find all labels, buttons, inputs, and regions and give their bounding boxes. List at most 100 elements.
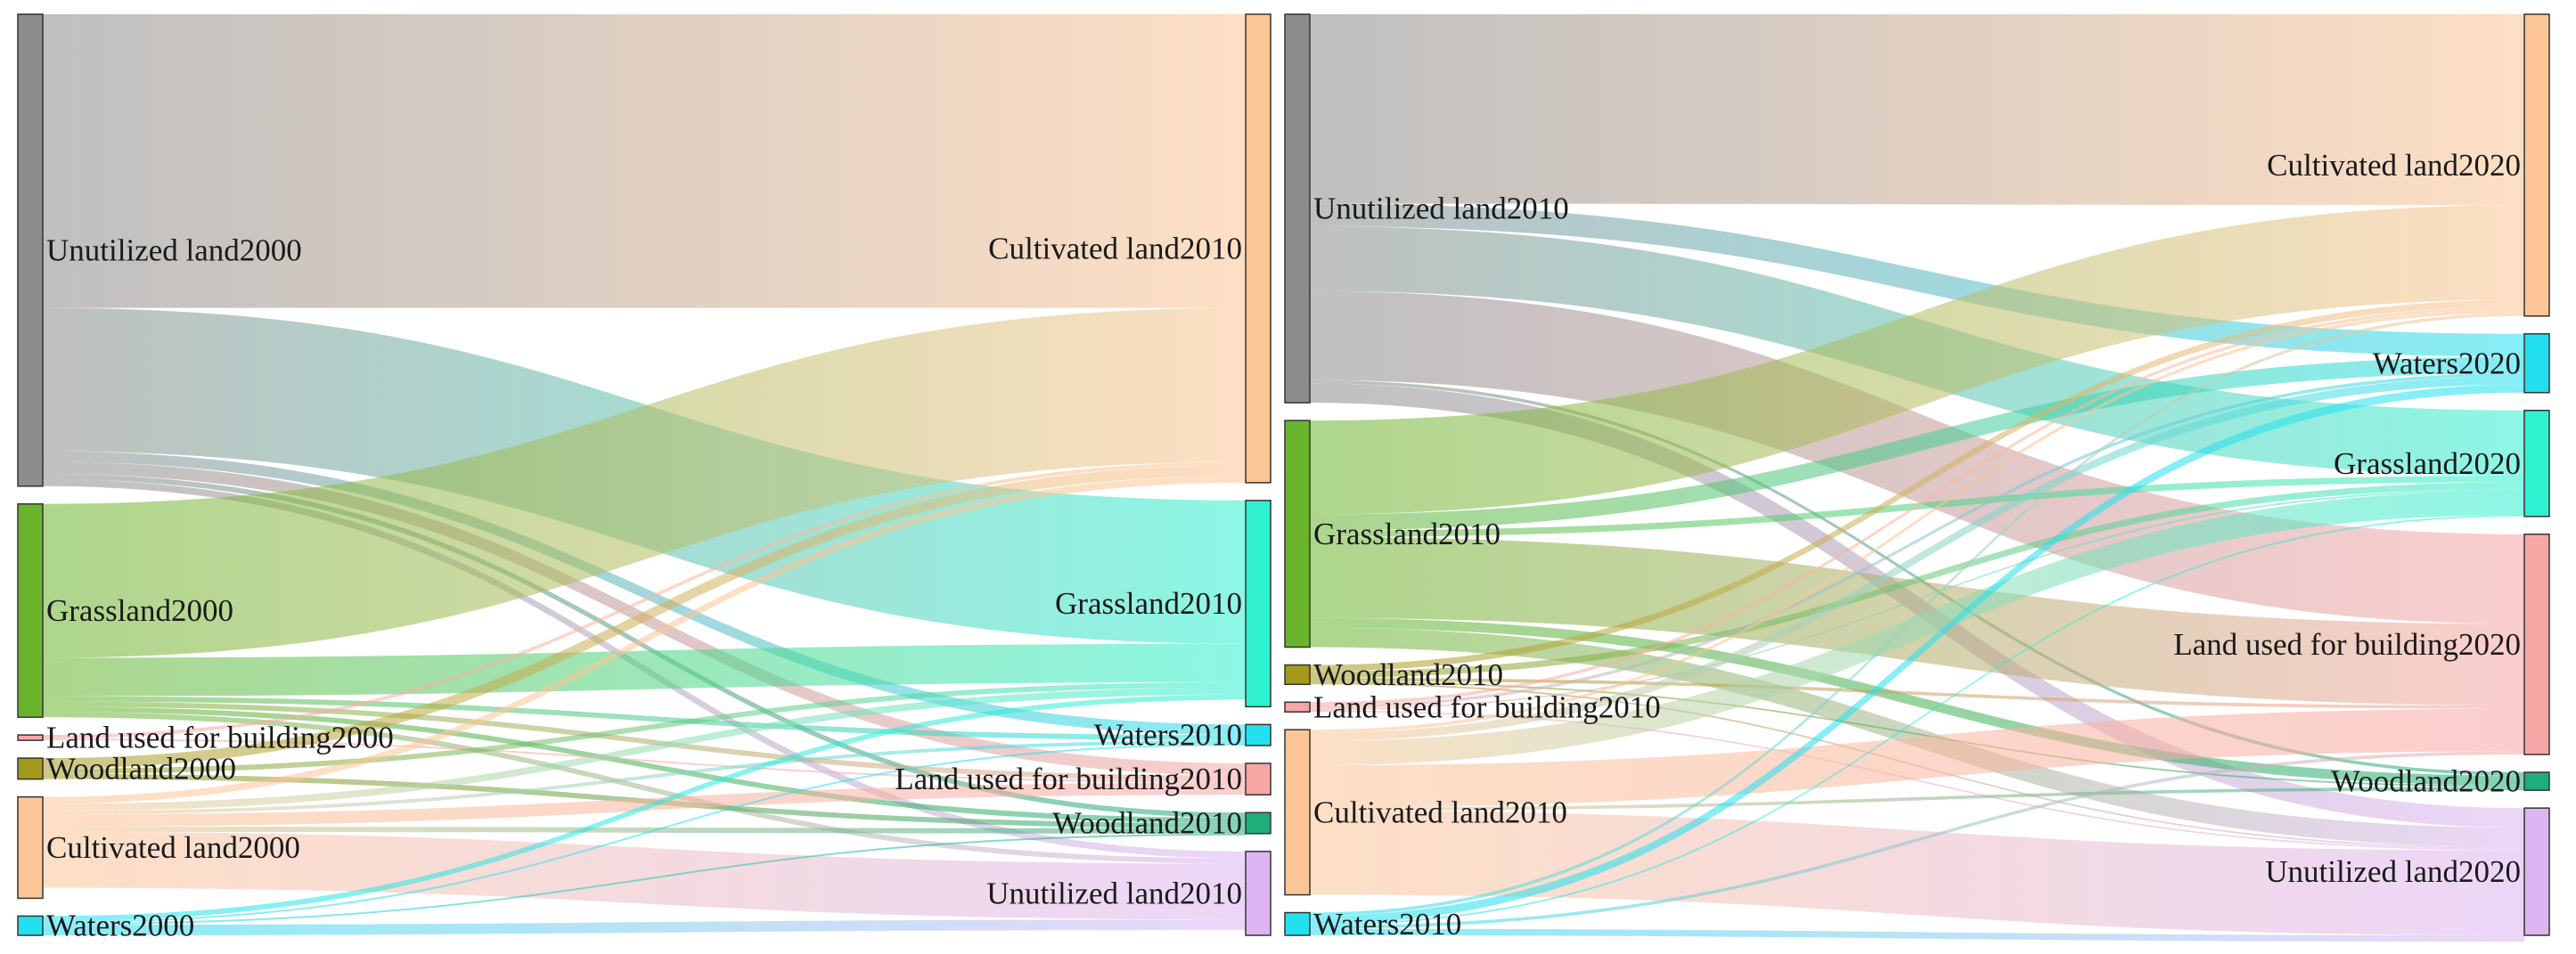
nodes-layer (17, 13, 2550, 936)
node-label-woodland2010: Woodland2010 (1313, 657, 1503, 692)
flow-woodland2010-to-woodland2020 (1310, 681, 2524, 787)
node-label-land-used-for-building2020: Land used for building2020 (2173, 627, 2521, 662)
node-woodland2010 (1284, 664, 1311, 686)
node-cultivated-land2020 (2523, 13, 2550, 317)
flow-waters2010-to-waters2020 (1310, 384, 2524, 925)
flow-unutilized-land2010-to-cultivated-land2020 (1310, 14, 2524, 206)
node-label-grassland2020: Grassland2020 (2334, 446, 2521, 481)
node-cultivated-land2000 (17, 795, 44, 900)
node-waters2000 (17, 915, 44, 936)
node-cultivated-land2010 (1284, 729, 1311, 896)
flow-grassland2000-to-cultivated-land2010 (43, 307, 1246, 658)
node-land-used-for-building2010 (1245, 762, 1272, 796)
flow-waters2000-to-unutilized-land2010 (43, 919, 1246, 935)
node-label-grassland2000: Grassland2000 (46, 593, 233, 628)
flow-cultivated-land2010-to-woodland2020 (1310, 787, 2524, 811)
node-label-land-used-for-building2000: Land used for building2000 (46, 721, 394, 755)
node-label-grassland2010: Grassland2010 (1313, 517, 1501, 551)
node-label-unutilized-land2010: Unutilized land2010 (986, 876, 1242, 910)
flow-unutilized-land2000-to-cultivated-land2010 (43, 14, 1246, 308)
flow-waters2000-to-woodland2010 (43, 833, 1246, 925)
node-woodland2000 (17, 757, 44, 780)
flow-grassland2010-to-cultivated-land2020 (1310, 205, 2524, 515)
node-unutilized-land2000 (17, 13, 44, 487)
flow-cultivated-land2000-to-cultivated-land2010 (43, 476, 1246, 804)
node-label-cultivated-land2000: Cultivated land2000 (46, 830, 300, 865)
node-label-woodland2020: Woodland2020 (2331, 764, 2521, 799)
flow-unutilized-land2000-to-waters2010 (43, 451, 1246, 736)
node-land-used-for-building2010 (1284, 701, 1311, 713)
flow-grassland2000-to-grassland2010 (43, 643, 1246, 697)
flow-unutilized-land2010-to-waters2020 (1310, 203, 2524, 357)
node-label-unutilized-land2010: Unutilized land2010 (1313, 192, 1569, 226)
node-label-waters2000: Waters2000 (46, 909, 194, 943)
flow-waters2010-to-unutilized-land2020 (1310, 928, 2524, 942)
node-waters2020 (2523, 333, 2550, 394)
flow-grassland2010-to-woodland2020 (1310, 617, 2524, 786)
flow-cultivated-land2010-to-unutilized-land2020 (1310, 811, 2524, 935)
node-label-land-used-for-building2010: Land used for building2010 (895, 762, 1242, 796)
flow-woodland2000-to-grassland2010 (43, 681, 1246, 774)
flow-cultivated-land2010-to-land-used-for-building2020 (1310, 708, 2524, 808)
flow-waters2000-to-grassland2010 (43, 694, 1246, 922)
flow-woodland2010-to-grassland2020 (1310, 482, 2524, 679)
node-unutilized-land2020 (2523, 807, 2550, 936)
flow-land-used-for-building2010-to-cultivated-land2020 (1310, 306, 2524, 705)
flow-woodland2010-to-land-used-for-building2020 (1310, 678, 2524, 709)
node-unutilized-land2010 (1245, 851, 1272, 936)
node-unutilized-land2010 (1284, 13, 1311, 404)
labels-layer: Unutilized land2000 Grassland2000 Land use… (46, 148, 2521, 943)
node-waters2010 (1284, 911, 1311, 936)
node-label-woodland2000: Woodland2000 (46, 751, 236, 786)
node-label-unutilized-land2020: Unutilized land2020 (2265, 854, 2521, 889)
flow-grassland2000-to-waters2010 (43, 696, 1246, 741)
flow-waters2000-to-waters2010 (43, 743, 1246, 924)
flow-cultivated-land2000-to-land-used-for-building2010 (43, 782, 1246, 827)
flow-cultivated-land2010-to-cultivated-land2020 (1310, 309, 2524, 733)
flow-unutilized-land2000-to-woodland2010 (43, 474, 1246, 819)
flow-cultivated-land2010-to-waters2020 (1310, 376, 2524, 741)
node-label-grassland2010: Grassland2010 (1055, 586, 1242, 621)
node-label-waters2010: Waters2010 (1313, 907, 1461, 942)
node-grassland2000 (17, 503, 44, 718)
flow-grassland2000-to-unutilized-land2010 (43, 712, 1246, 864)
node-label-cultivated-land2010: Cultivated land2010 (1313, 795, 1567, 829)
flow-cultivated-land2010-to-grassland2020 (1310, 490, 2524, 766)
node-grassland2010 (1284, 420, 1311, 648)
node-cultivated-land2010 (1245, 13, 1272, 484)
flow-waters2010-to-grassland2020 (1310, 514, 2524, 926)
links-layer (43, 14, 2524, 942)
node-land-used-for-building2020 (2523, 534, 2550, 755)
node-label-waters2010: Waters2010 (1094, 718, 1242, 753)
flow-land-used-for-building2000-to-cultivated-land2010 (43, 461, 1246, 739)
node-label-cultivated-land2010: Cultivated land2010 (988, 231, 1242, 265)
node-label-cultivated-land2020: Cultivated land2020 (2267, 148, 2521, 183)
node-label-woodland2010: Woodland2010 (1052, 806, 1242, 841)
node-label-land-used-for-building2010: Land used for building2010 (1313, 689, 1661, 724)
node-label-waters2020: Waters2020 (2373, 346, 2521, 380)
node-woodland2010 (1245, 811, 1272, 835)
flow-land-used-for-building2000-to-land-used-for-building2010 (43, 738, 1246, 783)
flow-woodland2000-to-cultivated-land2010 (43, 465, 1246, 769)
flow-cultivated-land2000-to-waters2010 (43, 740, 1246, 815)
node-woodland2020 (2523, 771, 2550, 791)
flow-grassland2000-to-woodland2010 (43, 706, 1246, 824)
flow-land-used-for-building2010-to-grassland2020 (1310, 488, 2524, 711)
flow-woodland2010-to-cultivated-land2020 (1310, 299, 2524, 672)
node-label-unutilized-land2000: Unutilized land2000 (46, 232, 302, 267)
flow-waters2010-to-cultivated-land2020 (1310, 313, 2524, 917)
flow-cultivated-land2000-to-unutilized-land2010 (43, 831, 1246, 920)
flow-land-used-for-building2010-to-waters2020 (1310, 372, 2524, 709)
node-waters2010 (1245, 723, 1272, 746)
node-grassland2010 (1245, 500, 1272, 708)
node-land-used-for-building2000 (17, 734, 44, 741)
flow-land-used-for-building2010-to-unutilized-land2020 (1310, 710, 2524, 851)
flow-grassland2010-to-waters2020 (1310, 356, 2524, 531)
flow-waters2010-to-land-used-for-building2020 (1310, 751, 2524, 929)
flow-cultivated-land2000-to-grassland2010 (43, 687, 1246, 811)
flow-cultivated-land2000-to-woodland2010 (43, 826, 1246, 834)
node-grassland2020 (2523, 409, 2550, 518)
flow-grassland2000-to-land-used-for-building2010 (43, 701, 1246, 781)
